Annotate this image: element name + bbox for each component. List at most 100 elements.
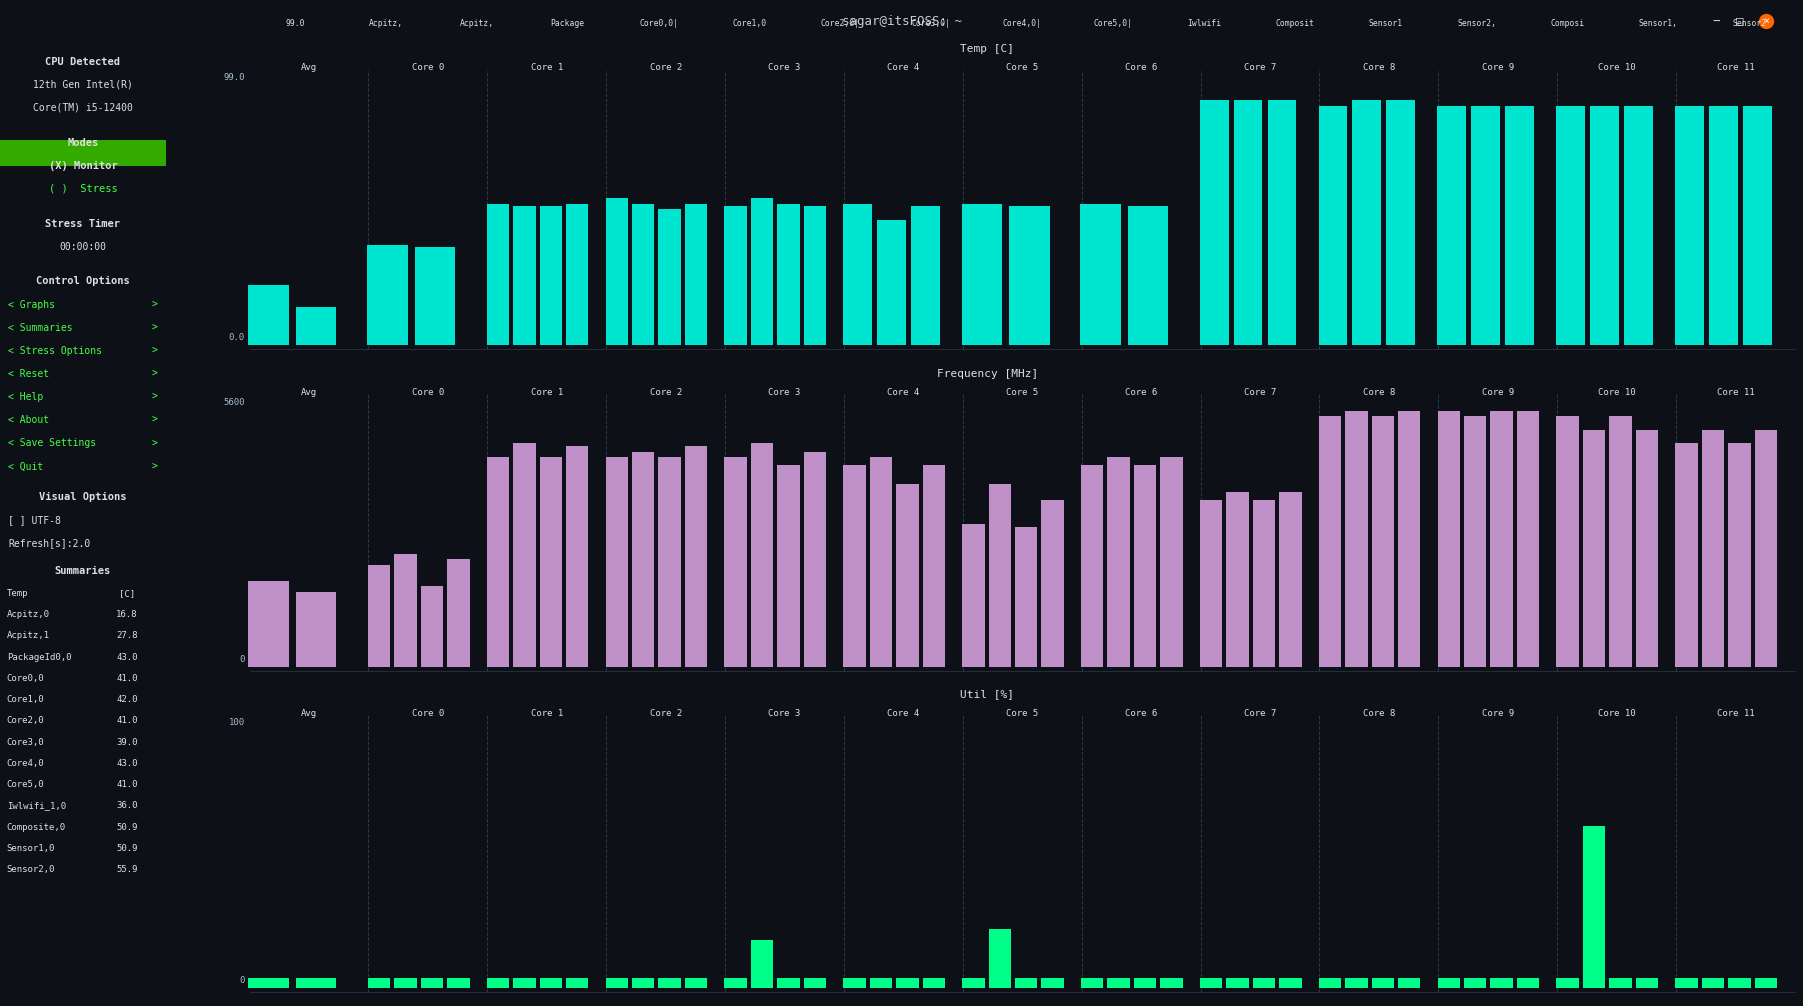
Bar — [961, 203, 1002, 345]
Bar — [1161, 457, 1183, 667]
Text: Core 4: Core 4 — [887, 388, 920, 397]
Text: Sensor1: Sensor1 — [1368, 19, 1403, 28]
Text: 12th Gen Intel(R): 12th Gen Intel(R) — [32, 79, 133, 90]
Bar — [1610, 416, 1632, 667]
Bar — [1556, 978, 1579, 988]
Bar — [1233, 101, 1262, 345]
Bar — [249, 978, 288, 988]
Bar — [395, 978, 416, 988]
Bar — [1437, 411, 1460, 667]
Bar — [514, 444, 535, 667]
Bar — [896, 484, 918, 667]
Bar — [1635, 978, 1659, 988]
Text: Core 3: Core 3 — [768, 63, 801, 72]
Text: Acpitz,0: Acpitz,0 — [7, 610, 50, 619]
Bar — [447, 559, 469, 667]
Bar — [1015, 527, 1037, 667]
Text: 41.0: 41.0 — [115, 781, 137, 790]
Bar — [777, 465, 801, 667]
Text: Core 8: Core 8 — [1363, 709, 1396, 718]
Text: Visual Options: Visual Options — [40, 492, 126, 502]
Bar — [923, 978, 945, 988]
Bar — [658, 978, 682, 988]
Bar — [368, 564, 389, 667]
Text: Sensor2,0: Sensor2,0 — [7, 865, 56, 874]
Text: 16.8: 16.8 — [115, 610, 137, 619]
Text: Core0,0: Core0,0 — [7, 674, 45, 683]
Text: < Reset: < Reset — [9, 369, 49, 379]
Text: Temp [C]: Temp [C] — [961, 44, 1013, 53]
Bar — [1556, 416, 1579, 667]
Bar — [368, 978, 389, 988]
Bar — [1744, 106, 1772, 345]
Bar — [415, 247, 454, 345]
Text: Temp: Temp — [7, 589, 29, 598]
Bar — [876, 220, 905, 345]
Text: 0: 0 — [240, 976, 245, 985]
Bar — [487, 203, 508, 345]
Text: Summaries: Summaries — [54, 565, 112, 575]
Bar — [844, 203, 873, 345]
Text: Core 1: Core 1 — [530, 388, 563, 397]
Bar — [1253, 500, 1275, 667]
Text: Core 11: Core 11 — [1716, 709, 1754, 718]
Bar — [911, 206, 939, 345]
Bar — [447, 978, 469, 988]
Bar — [685, 446, 707, 667]
Bar — [1516, 411, 1540, 667]
Bar — [1107, 457, 1130, 667]
Bar — [1372, 978, 1394, 988]
Bar — [844, 465, 865, 667]
Bar — [725, 978, 746, 988]
Bar — [1464, 416, 1486, 667]
Bar — [1107, 978, 1130, 988]
Text: Core 10: Core 10 — [1597, 388, 1635, 397]
Text: 43.0: 43.0 — [115, 653, 137, 662]
Bar — [1042, 978, 1064, 988]
Text: Core 4: Core 4 — [887, 709, 920, 718]
Bar — [1015, 978, 1037, 988]
Text: 99.0: 99.0 — [285, 19, 305, 28]
Text: Core 3: Core 3 — [768, 709, 801, 718]
Text: Control Options: Control Options — [36, 277, 130, 287]
Bar — [1675, 106, 1704, 345]
Bar — [606, 978, 627, 988]
Bar — [1226, 492, 1249, 667]
Text: >: > — [151, 323, 157, 333]
Bar — [0, 140, 166, 166]
Bar — [844, 978, 865, 988]
Bar — [606, 198, 627, 345]
Bar — [804, 452, 826, 667]
Bar — [658, 209, 682, 345]
Text: □: □ — [1736, 15, 1744, 27]
Bar — [869, 457, 892, 667]
Text: Avg: Avg — [301, 709, 317, 718]
Text: < Quit: < Quit — [9, 462, 43, 472]
Text: Core 9: Core 9 — [1482, 709, 1515, 718]
Text: Iwlwifi: Iwlwifi — [1186, 19, 1221, 28]
Bar — [1590, 106, 1619, 345]
Bar — [566, 446, 588, 667]
Text: >: > — [151, 369, 157, 379]
Text: 55.9: 55.9 — [115, 865, 137, 874]
Text: Refresh[s]:2.0: Refresh[s]:2.0 — [9, 538, 90, 548]
Text: Sensor1,: Sensor1, — [1639, 19, 1679, 28]
Bar — [514, 978, 535, 988]
Bar — [1471, 106, 1500, 345]
Bar — [869, 978, 892, 988]
Text: Core 6: Core 6 — [1125, 388, 1158, 397]
Bar — [1345, 978, 1368, 988]
Bar — [1082, 978, 1103, 988]
Bar — [1702, 430, 1724, 667]
Text: Core(TM) i5-12400: Core(TM) i5-12400 — [32, 103, 133, 113]
Bar — [420, 978, 444, 988]
Text: Core0,0|: Core0,0| — [638, 19, 678, 28]
Bar — [1010, 206, 1049, 345]
Bar — [1397, 411, 1421, 667]
Bar — [633, 452, 654, 667]
Text: Sensor2,: Sensor2, — [1457, 19, 1496, 28]
Bar — [804, 206, 826, 345]
Text: 50.9: 50.9 — [115, 844, 137, 853]
Text: Core 1: Core 1 — [530, 709, 563, 718]
Text: Core 0: Core 0 — [411, 388, 444, 397]
